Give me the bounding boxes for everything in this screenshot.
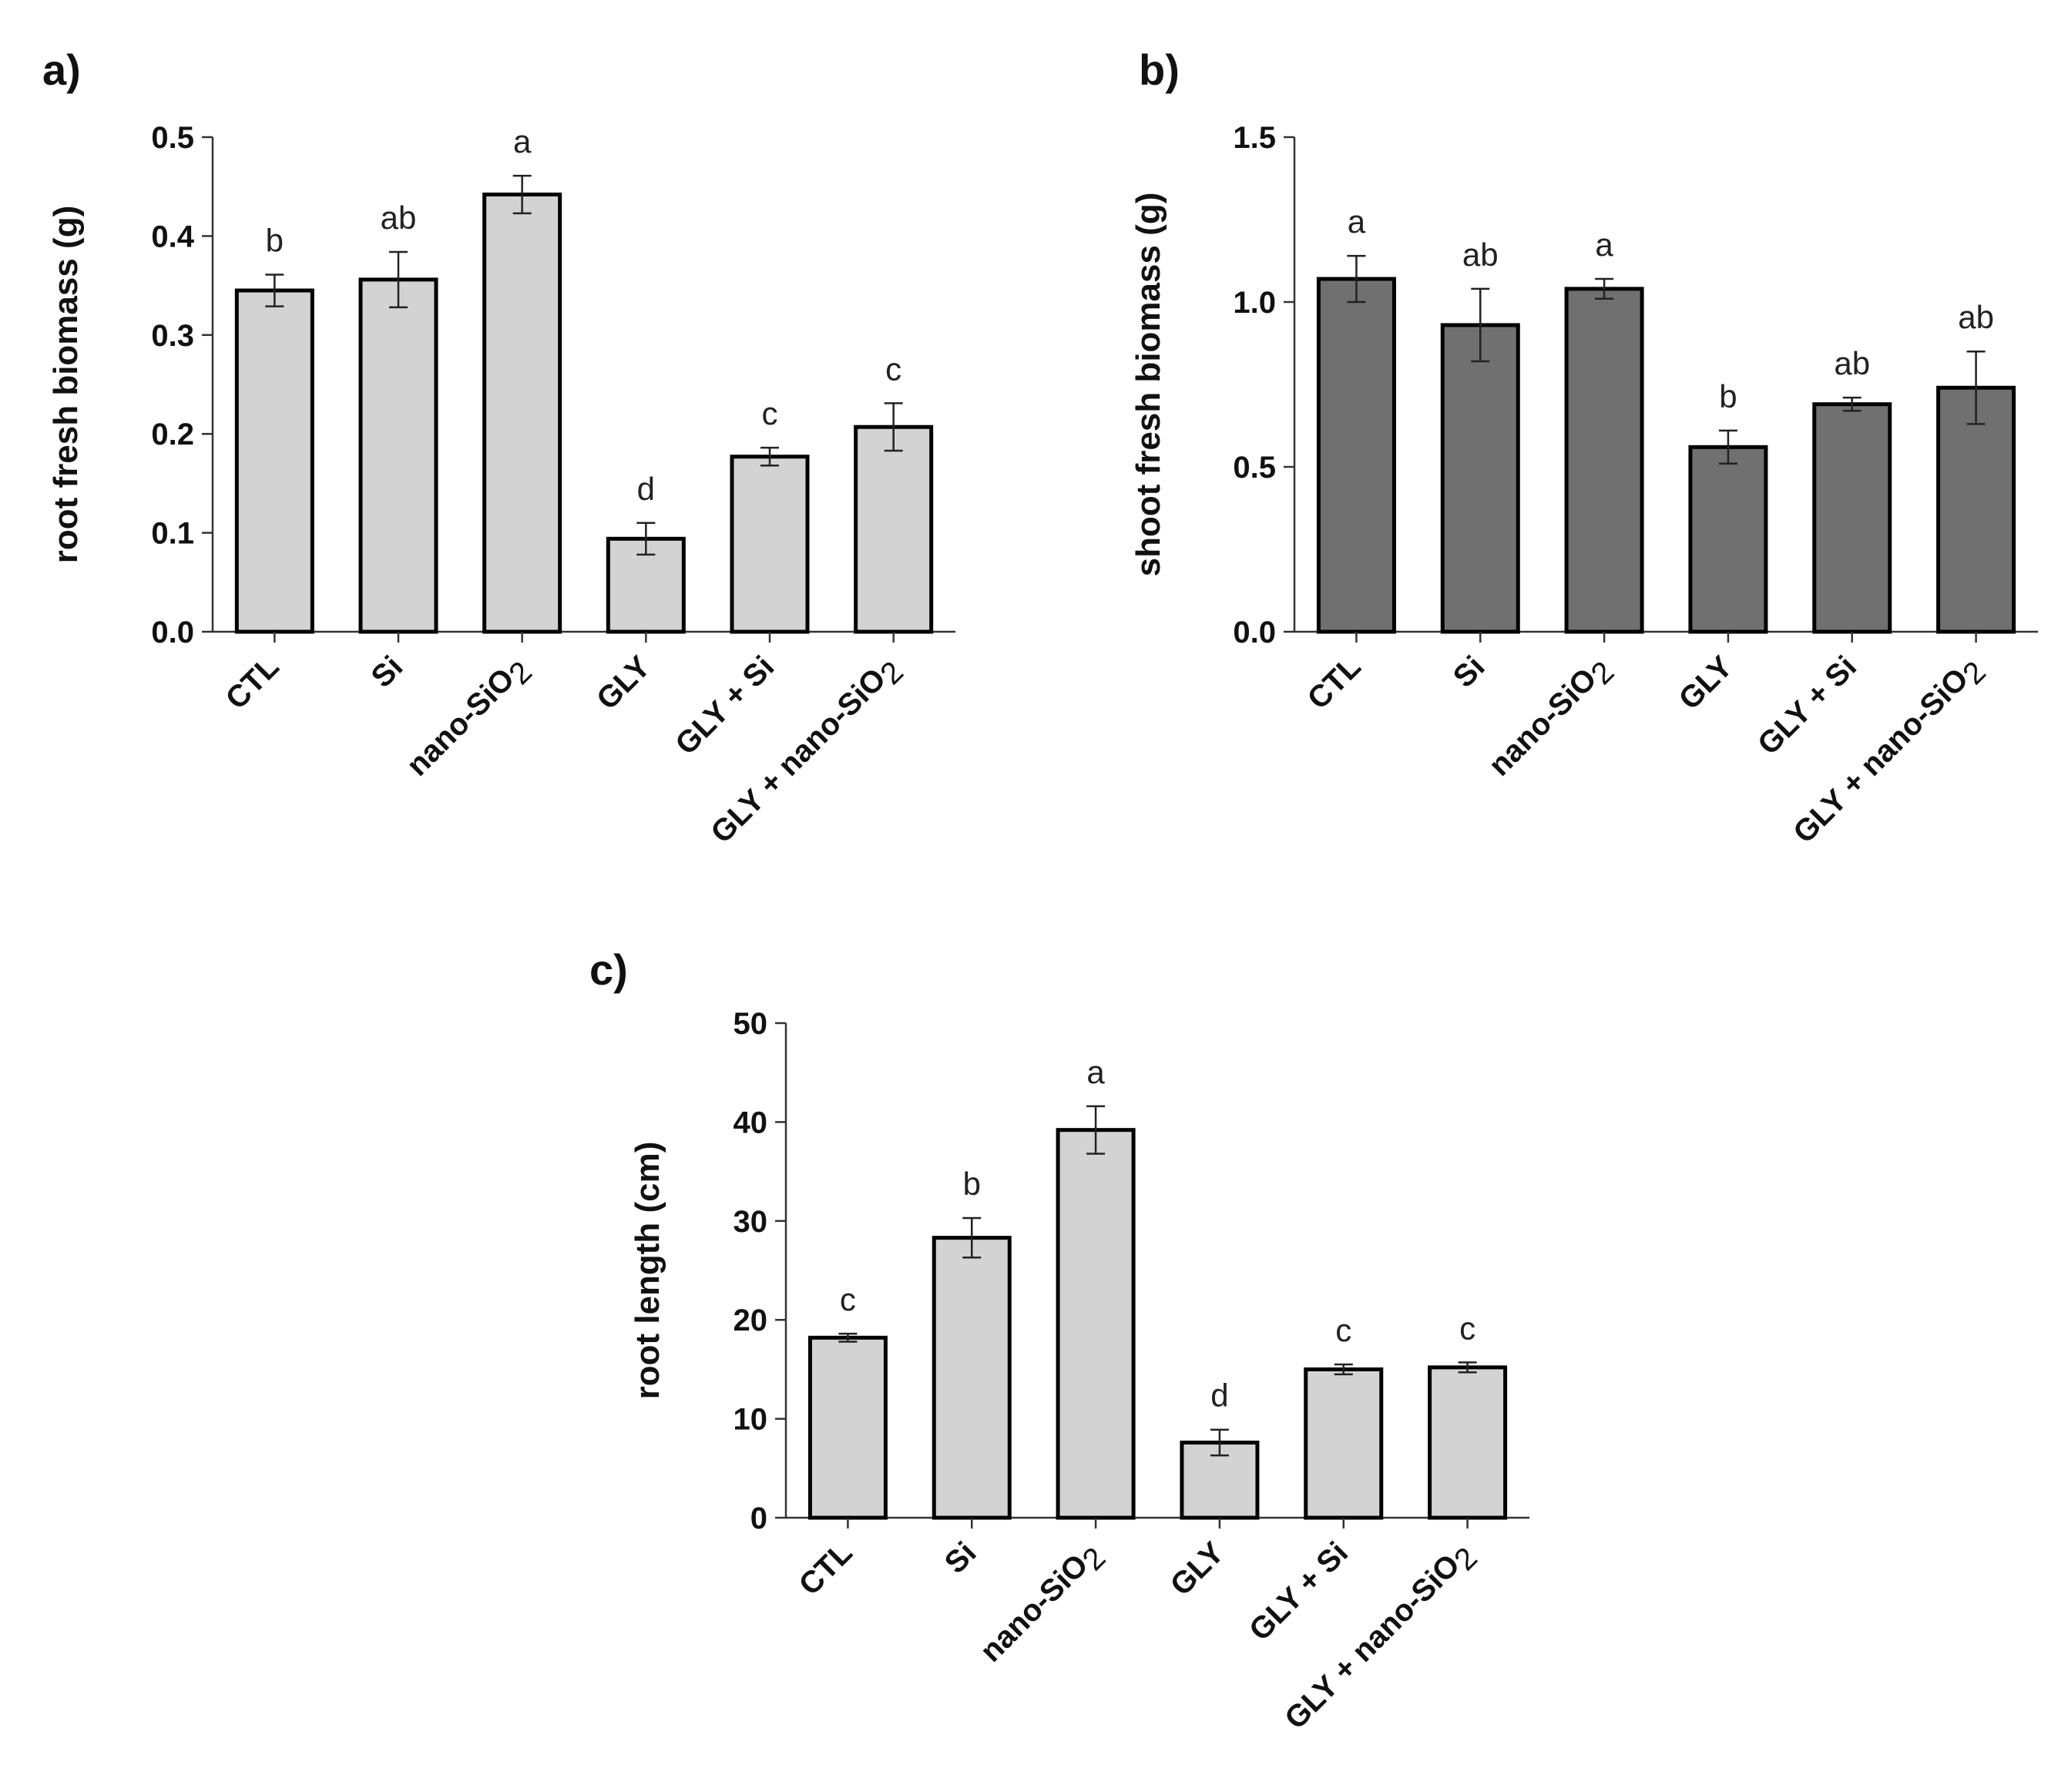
significance-label: ab [1958,299,1994,335]
y-tick-label: 0.1 [151,517,194,551]
bar [854,425,934,634]
significance-label: b [963,1166,981,1202]
bar [807,1335,888,1520]
significance-label: a [1086,1054,1105,1090]
bar [730,455,810,634]
significance-label: b [1719,378,1737,414]
category-label: CTL [1301,649,1368,716]
significance-label: c [840,1281,856,1317]
y-tick-label: 20 [734,1304,768,1337]
bar [1304,1367,1384,1520]
category-label: Si [938,1535,983,1580]
bar [358,277,438,634]
significance-label: c [1459,1310,1475,1346]
significance-label: ab [1834,345,1870,381]
y-tick-label: 0.0 [1233,616,1276,649]
significance-label: c [1335,1312,1351,1348]
bar [1440,323,1520,634]
significance-label: ab [1462,237,1499,273]
y-tick-label: 50 [734,1007,768,1041]
bar [234,288,314,634]
bar [1316,277,1396,634]
significance-label: a [513,123,532,159]
y-tick-label: 0.0 [151,616,194,649]
y-tick-label: 30 [734,1205,768,1239]
chart-panel-a: a) root fresh biomass (g) 0.0 0.1 0.2 0.3 0.4 0… [42,45,955,850]
bar [1688,445,1768,634]
panel-label: c) [589,945,628,994]
category-label: nano-SiO2 [974,1535,1113,1674]
bar [932,1236,1012,1520]
chart-panel-b: b) shoot fresh biomass (g) 0.0 0.5 1.0 1.5 a CT… [1130,45,2038,850]
y-tick-label: 0 [750,1502,767,1535]
category-label: GLY + Si [1243,1535,1355,1647]
y-tick-label: 1.5 [1233,121,1276,155]
y-tick-label: 0.3 [151,319,194,353]
chart-panel-c: c) root length (cm) 0 10 20 30 40 50 c CTL b Si a nan… [589,945,1529,1736]
y-axis-title: shoot fresh biomass (g) [1130,193,1167,577]
category-label: CTL [220,649,286,716]
y-tick-label: 1.0 [1233,286,1276,320]
significance-label: ab [381,200,417,236]
bar [1056,1128,1136,1520]
bar [482,192,562,634]
y-tick-label: 0.5 [151,121,194,155]
y-tick-label: 0.4 [151,220,194,253]
category-label: Si [1447,649,1492,694]
y-axis-title: root length (cm) [629,1142,666,1400]
category-label: Si [365,649,410,694]
y-tick-label: 0.2 [151,418,194,451]
significance-label: b [266,222,284,258]
significance-label: c [885,351,901,387]
significance-label: c [762,395,778,431]
y-tick-label: 0.5 [1233,451,1276,485]
bar [1564,287,1644,634]
bar [1812,402,1892,634]
category-label: CTL [793,1535,859,1602]
bar [1428,1365,1508,1520]
significance-label: d [1210,1378,1228,1414]
category-label: GLY + Si [669,649,781,761]
category-label: nano-SiO2 [1482,649,1621,788]
category-label: GLY + Si [1751,649,1863,761]
significance-label: a [1595,227,1613,263]
panel-label: a) [42,45,81,94]
y-axis-title: root fresh biomass (g) [47,206,85,564]
category-label: GLY [1164,1535,1231,1602]
y-tick-label: 10 [734,1403,768,1437]
panel-label: b) [1139,45,1180,94]
category-label: nano-SiO2 [400,649,539,788]
significance-label: a [1348,203,1366,240]
y-tick-label: 40 [734,1106,768,1139]
significance-label: d [637,471,655,507]
category-label: GLY [590,649,657,716]
category-label: GLY [1673,649,1740,716]
